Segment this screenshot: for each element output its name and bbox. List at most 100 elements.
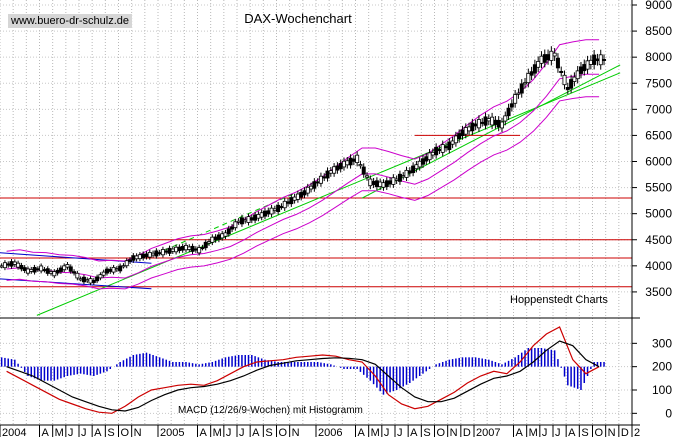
time-tick-label: 2006 bbox=[318, 427, 342, 439]
candle-body bbox=[302, 190, 307, 196]
candle-body bbox=[144, 253, 149, 258]
candle-body bbox=[523, 82, 528, 85]
macd-tick-label: 200 bbox=[652, 360, 672, 374]
candle-body bbox=[147, 251, 152, 258]
candle-body bbox=[197, 247, 202, 254]
candle-body bbox=[230, 226, 235, 230]
candle-body bbox=[213, 236, 218, 241]
price-tick-label: 7500 bbox=[645, 76, 672, 90]
candle-body bbox=[98, 274, 103, 279]
candle-body bbox=[118, 265, 123, 272]
time-tick-label: N bbox=[608, 427, 616, 439]
time-tick-label: M bbox=[213, 427, 222, 439]
candle-body bbox=[595, 58, 600, 62]
candle-body bbox=[88, 278, 93, 284]
candle-body bbox=[203, 241, 208, 249]
candle-body bbox=[216, 234, 221, 240]
candle-body bbox=[565, 87, 570, 90]
candle-body bbox=[309, 185, 314, 190]
candle-body bbox=[22, 267, 27, 272]
candle-body bbox=[483, 116, 488, 126]
candle-body bbox=[269, 207, 274, 215]
candle-body bbox=[470, 122, 475, 132]
candle-body bbox=[453, 135, 458, 144]
hoppenstedt-label: Hoppenstedt Charts bbox=[510, 294, 608, 306]
time-tick-label: S bbox=[581, 427, 588, 439]
time-tick-label: O bbox=[437, 427, 446, 439]
candle-body bbox=[141, 253, 146, 259]
candle-body bbox=[345, 160, 350, 166]
candle-body bbox=[58, 267, 63, 272]
time-tick-label: A bbox=[200, 427, 208, 439]
candle-body bbox=[414, 164, 419, 170]
candle-body bbox=[506, 107, 511, 117]
candle-body bbox=[496, 119, 501, 128]
candle-body bbox=[384, 180, 389, 187]
candle-body bbox=[124, 260, 129, 267]
candle-body bbox=[493, 119, 498, 125]
candle-body bbox=[335, 165, 340, 171]
candle-body bbox=[381, 182, 386, 188]
candle-body bbox=[503, 115, 508, 122]
candle-body bbox=[279, 206, 284, 209]
macd-lines bbox=[6, 326, 600, 414]
candle-body bbox=[200, 247, 205, 250]
candle-body bbox=[575, 70, 580, 80]
candle-body bbox=[174, 246, 179, 253]
candle-body bbox=[6, 263, 11, 266]
candle-body bbox=[39, 265, 44, 272]
time-tick-label: 2007 bbox=[476, 427, 500, 439]
candle-body bbox=[546, 54, 551, 61]
candle-body bbox=[519, 83, 524, 94]
candle-body bbox=[0, 265, 4, 268]
candle-body bbox=[128, 259, 133, 262]
candle-body bbox=[256, 213, 261, 219]
candle-body bbox=[262, 210, 267, 217]
candle-body bbox=[526, 73, 531, 84]
candle-body bbox=[378, 181, 383, 188]
candle-body bbox=[65, 264, 70, 268]
candle-body bbox=[167, 247, 172, 254]
candle-body bbox=[388, 180, 393, 185]
candle-body bbox=[75, 272, 80, 279]
time-tick-label: J bbox=[384, 427, 390, 439]
time-tick-label: J bbox=[68, 427, 74, 439]
candle-body bbox=[407, 170, 412, 174]
time-tick-label: O bbox=[279, 427, 288, 439]
candle-body bbox=[602, 58, 607, 61]
candle-body bbox=[68, 266, 73, 272]
time-tick-label: A bbox=[252, 427, 260, 439]
candle-body bbox=[243, 219, 248, 222]
time-tick-label: O bbox=[595, 427, 604, 439]
candle-body bbox=[371, 181, 376, 185]
time-tick-label: 2005 bbox=[160, 427, 184, 439]
candle-body bbox=[187, 246, 192, 250]
candle-body bbox=[348, 157, 353, 166]
candle-body bbox=[276, 204, 281, 213]
time-tick-label: 2 bbox=[634, 427, 640, 439]
time-tick-label: D bbox=[621, 427, 629, 439]
candle-body bbox=[539, 55, 544, 64]
candle-body bbox=[427, 152, 432, 161]
time-tick-label: M bbox=[371, 427, 380, 439]
candle-body bbox=[81, 276, 86, 283]
time-tick-label: S bbox=[107, 427, 114, 439]
candle-body bbox=[569, 79, 574, 89]
lower-band bbox=[6, 96, 600, 290]
signal-line bbox=[6, 340, 600, 412]
candle-body bbox=[177, 246, 182, 252]
time-tick-label: 2004 bbox=[2, 427, 26, 439]
candle-body bbox=[16, 262, 21, 268]
candle-body bbox=[239, 217, 244, 225]
candle-body bbox=[233, 221, 238, 229]
candle-body bbox=[440, 144, 445, 153]
candle-body bbox=[592, 54, 597, 65]
candle-body bbox=[401, 175, 406, 178]
candle-body bbox=[101, 271, 106, 276]
candle-body bbox=[111, 267, 116, 273]
candle-body bbox=[578, 66, 583, 74]
candle-body bbox=[437, 148, 442, 151]
candle-body bbox=[394, 178, 399, 181]
time-tick-label: M bbox=[55, 427, 64, 439]
candle-body bbox=[480, 121, 485, 124]
